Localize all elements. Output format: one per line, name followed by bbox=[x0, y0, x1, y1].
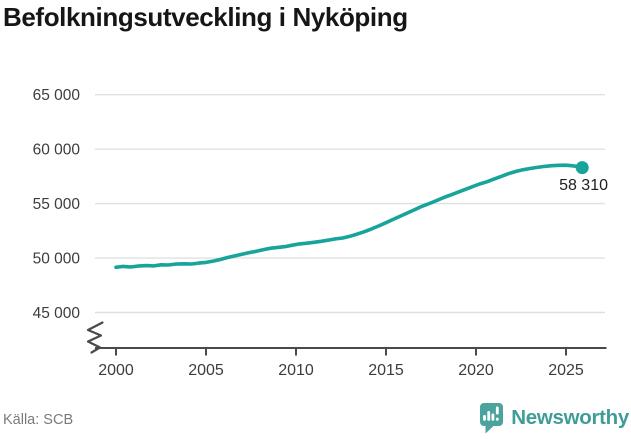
x-axis-label: 2025 bbox=[548, 362, 584, 379]
x-axis-label: 2015 bbox=[368, 362, 404, 379]
end-point-marker bbox=[575, 161, 589, 175]
population-line bbox=[114, 163, 585, 270]
x-axis-label: 2010 bbox=[278, 362, 314, 379]
y-axis-label: 45 000 bbox=[33, 305, 81, 322]
y-axis-label: 55 000 bbox=[33, 196, 81, 213]
newsworthy-logo[interactable]: Newsworthy bbox=[478, 402, 629, 434]
x-axis-label: 2005 bbox=[188, 362, 224, 379]
y-axis-label: 60 000 bbox=[33, 142, 81, 159]
source-attribution: Källa: SCB bbox=[3, 412, 74, 428]
x-axis-label: 2000 bbox=[98, 362, 134, 379]
chart-title: Befolkningsutveckling i Nyköping bbox=[3, 2, 408, 32]
y-axis-label: 65 000 bbox=[33, 87, 81, 104]
newsworthy-logo-text: Newsworthy bbox=[511, 406, 629, 429]
y-axis-label: 50 000 bbox=[33, 251, 81, 268]
x-axis-label: 2020 bbox=[458, 362, 494, 379]
newsworthy-bubble-icon bbox=[480, 403, 504, 434]
end-value-label: 58 310 bbox=[559, 177, 608, 194]
